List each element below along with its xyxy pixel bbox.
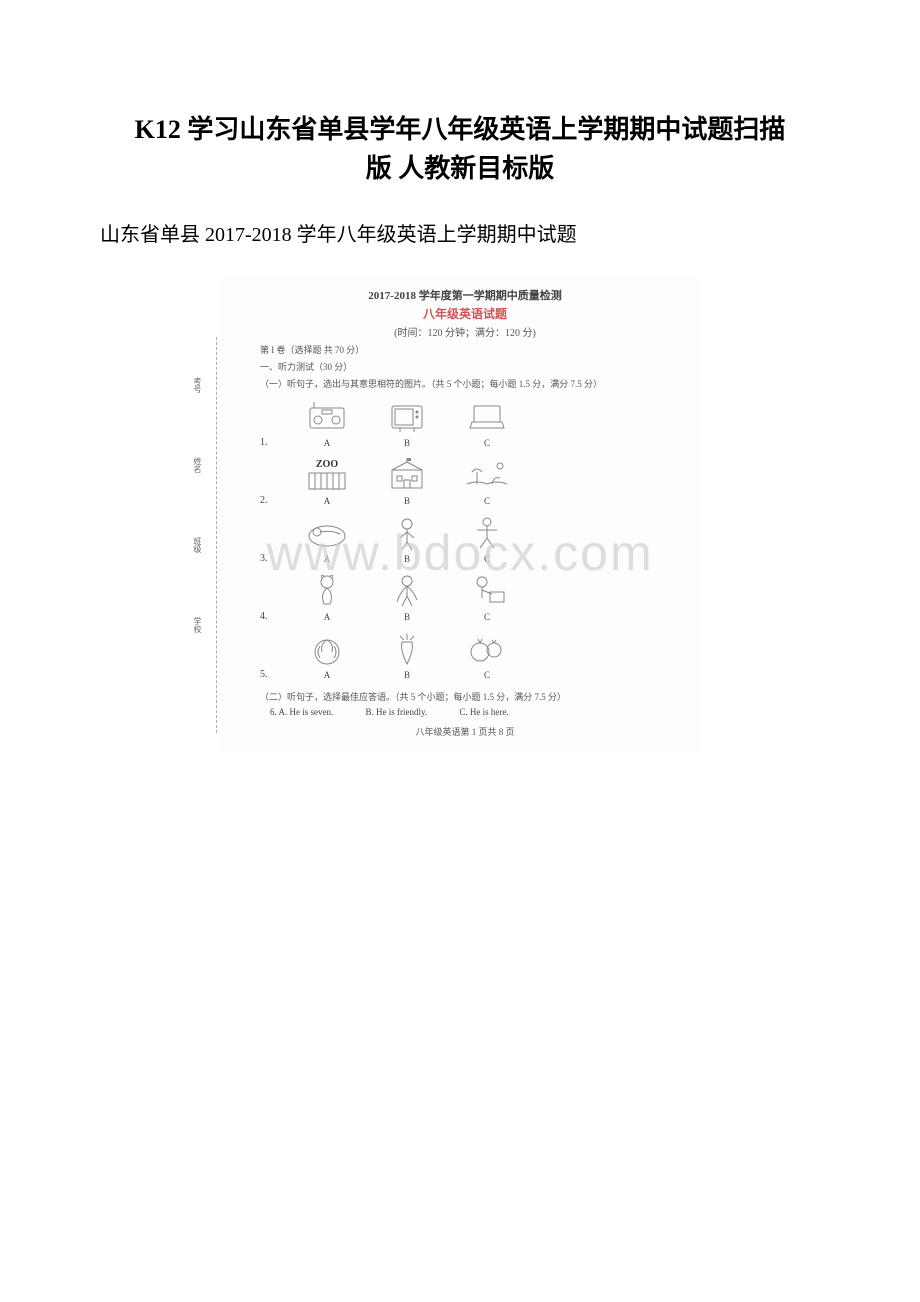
q3-label-b: B [404,554,410,564]
q5-option-b: B [382,630,432,680]
q1-option-b: B [382,398,432,448]
q1-label-c: C [484,438,490,448]
part2-instructions: （二）听句子，选择最佳应答语。（共 5 个小题；每小题 1.5 分，满分 7.5… [260,690,680,703]
binding-label-4: 学校 [192,617,203,633]
q1-label-b: B [404,438,410,448]
q4-option-b: B [382,572,432,622]
subtitle: 山东省单县 2017-2018 学年八年级英语上学期期中试题 [60,218,860,247]
binding-label-2: 姓名 [192,457,203,473]
q1-option-c: C [462,398,512,448]
q3-label-a: A [324,554,331,564]
scan-header: 2017-2018 学年度第一学期期中质量检测 八年级英语试题 (时间：120 … [250,287,680,339]
zoo-text: ZOO [316,459,338,470]
q4-label-c: C [484,612,490,622]
laptop-icon [462,398,512,436]
q3-option-a: A [302,514,352,564]
binding-label-1: 考号 [192,377,203,393]
girl-sitting-icon [302,572,352,610]
girl-writing-icon [462,572,512,610]
scan-page-footer: 八年级英语第 1 页共 8 页 [250,725,680,738]
q2-label-a: A [324,496,331,506]
question-3: 3. A B C [260,514,680,564]
q5-label-a: A [324,670,331,680]
binding-margin [202,337,217,733]
binding-label-3: 班级 [192,537,203,553]
q3-label-c: C [484,554,490,564]
q1-number: 1. [260,437,272,448]
school-building-icon [382,456,432,494]
exercising-person-icon [462,514,512,552]
exam-grade-title: 八年级英语试题 [250,305,680,322]
beach-icon [462,456,512,494]
title-line1: K12 学习山东省单县学年八年级英语上学期期中试题扫描 [135,115,786,144]
q5-number: 5. [260,669,272,680]
q4-label-a: A [324,612,331,622]
q4-number: 4. [260,611,272,622]
q4-label-b: B [404,612,410,622]
exam-time-score: (时间：120 分钟；满分：120 分) [250,324,680,339]
listening-section: 一、听力测试（30 分） [260,360,680,373]
q4-option-c: C [462,572,512,622]
part1-instructions: （一）听句子，选出与其意思相符的图片。（共 5 个小题；每小题 1.5 分，满分… [260,377,680,390]
q2-option-a: ZOO A [302,456,352,506]
q3-option-b: B [382,514,432,564]
q6-option-b: B. He is friendly. [366,707,428,717]
zoo-icon: ZOO [302,456,352,494]
radio-cassette-icon [302,398,352,436]
carrot-icon [382,630,432,668]
q1-label-a: A [324,438,331,448]
question-2: 2. ZOO A B C [260,456,680,506]
q2-label-c: C [484,496,490,506]
q3-option-c: C [462,514,512,564]
section-1-header: 第 I 卷（选择题 共 70 分） [260,343,680,356]
q5-option-a: A [302,630,352,680]
q2-number: 2. [260,495,272,506]
scanned-exam-page: 考号 姓名 班级 学校 www.bdocx.com 2017-2018 学年度第… [220,277,700,753]
tomato-icon [462,630,512,668]
q6-option-a: 6. A. He is seven. [270,707,333,717]
q2-label-b: B [404,496,410,506]
q5-label-b: B [404,670,410,680]
question-6: 6. A. He is seven. B. He is friendly. C.… [270,707,680,717]
standing-child-icon [382,514,432,552]
q4-option-a: A [302,572,352,622]
sleeping-person-icon [302,514,352,552]
q6-option-c: C. He is here. [459,707,508,717]
q5-label-c: C [484,670,490,680]
title-line2: 版 人教新目标版 [366,154,555,183]
question-5: 5. A B C [260,630,680,680]
q2-option-b: B [382,456,432,506]
q5-option-c: C [462,630,512,680]
q1-option-a: A [302,398,352,448]
tv-icon [382,398,432,436]
question-4: 4. A B C [260,572,680,622]
girl-dancing-icon [382,572,432,610]
q3-number: 3. [260,553,272,564]
cabbage-icon [302,630,352,668]
main-title: K12 学习山东省单县学年八年级英语上学期期中试题扫描 版 人教新目标版 [60,110,860,188]
question-1: 1. A B C [260,398,680,448]
q2-option-c: C [462,456,512,506]
exam-year-title: 2017-2018 学年度第一学期期中质量检测 [250,287,680,303]
